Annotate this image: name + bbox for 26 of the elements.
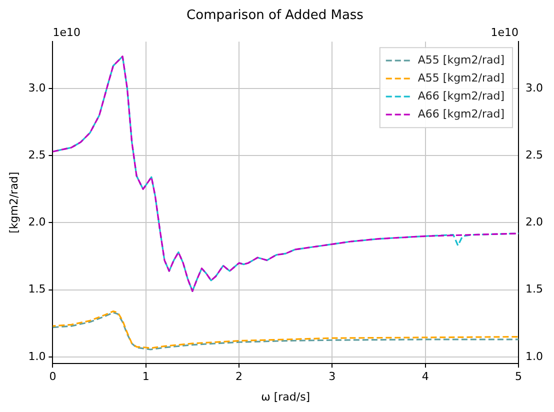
legend-label: A55 [kgm2/rad] bbox=[418, 71, 505, 84]
x-tick-label: 3 bbox=[328, 370, 336, 384]
x-tick-label: 5 bbox=[515, 370, 522, 384]
x-tick-label: 1 bbox=[142, 370, 150, 384]
line-series bbox=[52, 56, 519, 292]
y-axis-title: [kgm2/rad] bbox=[7, 172, 20, 234]
y-tick-label: 1.0 bbox=[28, 350, 46, 363]
x-tick-label: 4 bbox=[422, 370, 429, 384]
y2-tick-label: 2.5 bbox=[526, 148, 544, 162]
chart-title: Comparison of Added Mass bbox=[186, 8, 364, 24]
legend-label: A55 [kgm2/rad] bbox=[418, 53, 505, 66]
y-tick-label: 3.0 bbox=[28, 81, 46, 94]
text: 1e10 bbox=[490, 26, 519, 39]
legend-label: A66 [kgm2/rad] bbox=[418, 89, 505, 102]
y2-tick-label: 3.0 bbox=[526, 81, 544, 94]
legend-label: A66 [kgm2/rad] bbox=[418, 107, 505, 120]
y2-tick-label: 1.5 bbox=[526, 282, 544, 296]
y-tick-label: 2.5 bbox=[28, 148, 46, 162]
y2-tick-label: 2.0 bbox=[526, 216, 544, 229]
y2-tick-label: 1.0 bbox=[526, 350, 544, 363]
y-tick-label: 1.5 bbox=[28, 282, 46, 296]
x-axis-title: ω [rad/s] bbox=[261, 390, 310, 404]
x-tick-label: 0 bbox=[49, 370, 56, 384]
y-tick-label: 2.0 bbox=[28, 216, 46, 229]
x-tick-label: 2 bbox=[236, 370, 243, 384]
text: 1e10 bbox=[52, 26, 80, 39]
